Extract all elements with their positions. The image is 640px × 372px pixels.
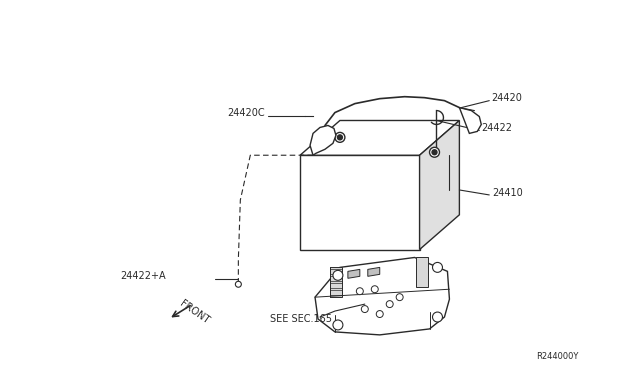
Polygon shape bbox=[330, 267, 342, 297]
Circle shape bbox=[333, 320, 343, 330]
Circle shape bbox=[429, 147, 440, 157]
Circle shape bbox=[376, 311, 383, 318]
Circle shape bbox=[362, 306, 368, 312]
Circle shape bbox=[335, 132, 345, 142]
Circle shape bbox=[432, 150, 437, 155]
Text: SEE SEC.165: SEE SEC.165 bbox=[270, 314, 332, 324]
Circle shape bbox=[236, 281, 241, 287]
Text: 24422: 24422 bbox=[481, 124, 512, 134]
Circle shape bbox=[433, 262, 442, 272]
Circle shape bbox=[396, 294, 403, 301]
Circle shape bbox=[333, 270, 343, 280]
Polygon shape bbox=[300, 121, 460, 155]
Circle shape bbox=[433, 312, 442, 322]
Circle shape bbox=[386, 301, 393, 308]
Polygon shape bbox=[460, 108, 481, 134]
Text: 24422+A: 24422+A bbox=[120, 271, 166, 281]
Text: FRONT: FRONT bbox=[178, 298, 211, 326]
Polygon shape bbox=[315, 257, 449, 335]
Text: 24420: 24420 bbox=[492, 93, 522, 103]
Text: R244000Y: R244000Y bbox=[536, 352, 579, 361]
Polygon shape bbox=[300, 155, 420, 250]
Polygon shape bbox=[368, 267, 380, 276]
Circle shape bbox=[371, 286, 378, 293]
Polygon shape bbox=[348, 269, 360, 278]
Polygon shape bbox=[420, 121, 460, 250]
Polygon shape bbox=[415, 257, 428, 287]
Text: 24410: 24410 bbox=[492, 188, 523, 198]
Circle shape bbox=[337, 135, 342, 140]
Polygon shape bbox=[310, 125, 336, 155]
Text: 24420C: 24420C bbox=[228, 108, 265, 118]
Circle shape bbox=[356, 288, 364, 295]
